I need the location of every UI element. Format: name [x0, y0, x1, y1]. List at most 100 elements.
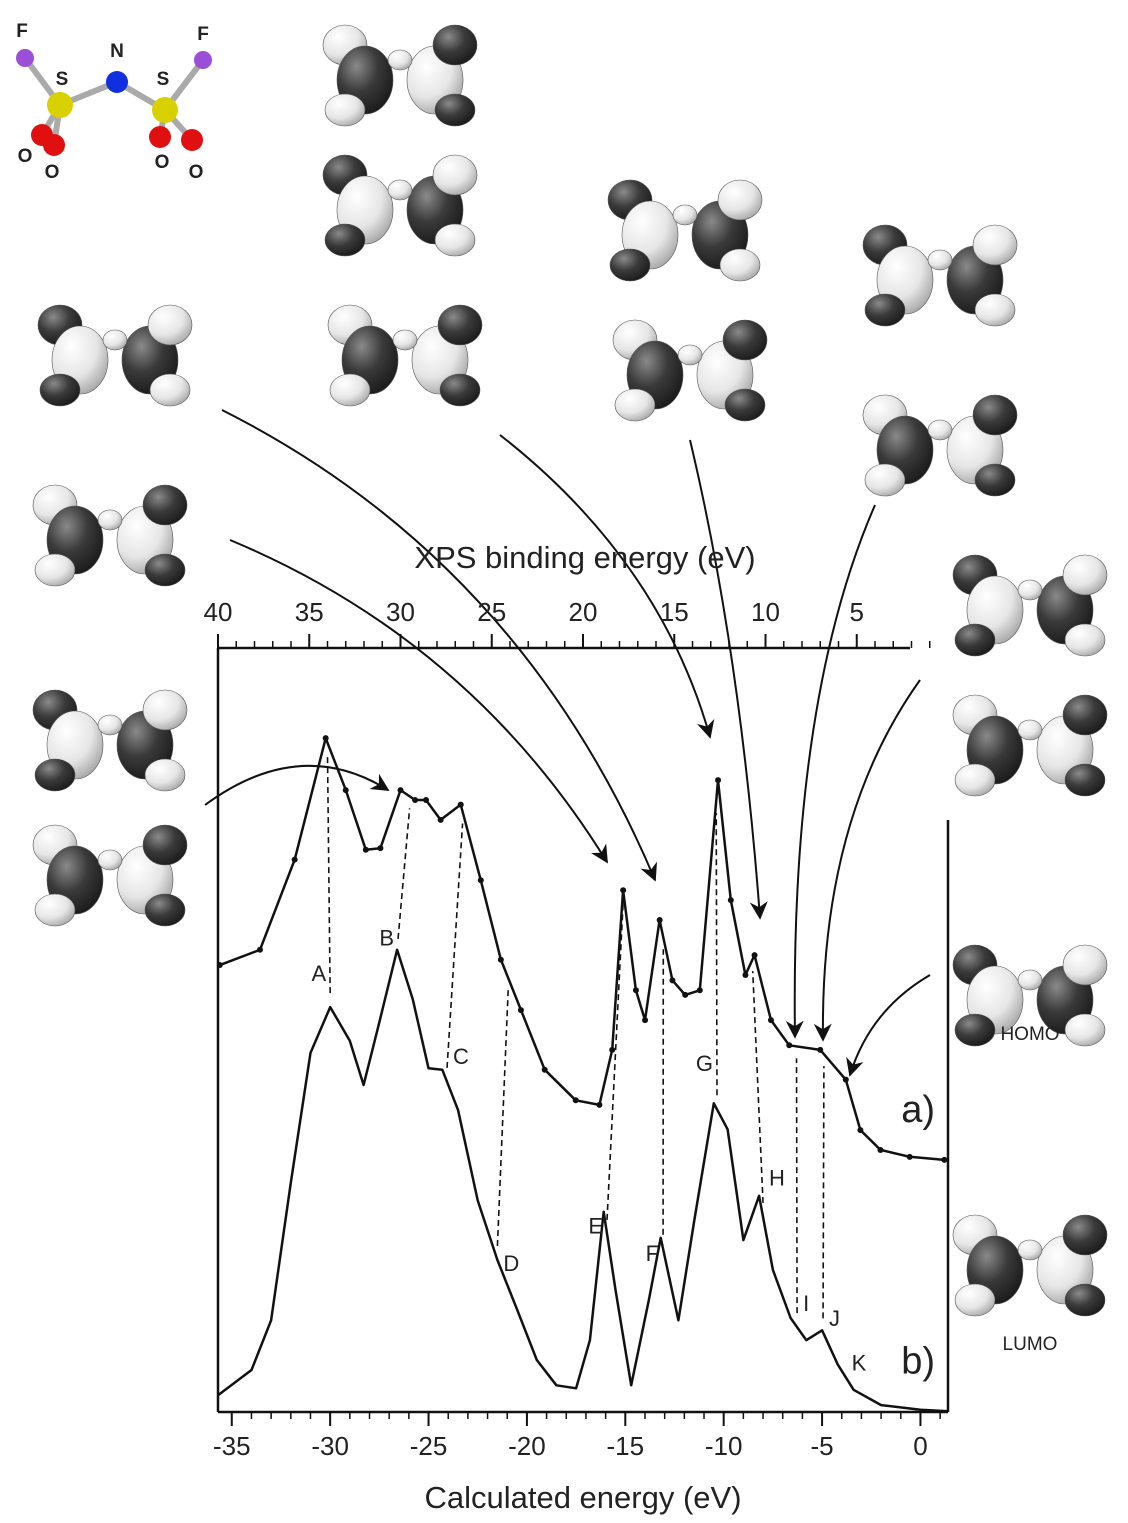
- data-point: [541, 1066, 548, 1073]
- orbital-lobe: [722, 319, 768, 361]
- x-tick-label: 0: [913, 1431, 927, 1461]
- data-point: [682, 991, 689, 998]
- data-point: [216, 962, 223, 969]
- x-tick-label: -15: [607, 1431, 645, 1461]
- orbital-lobe: [142, 824, 188, 866]
- arrow: [689, 439, 768, 920]
- data-point: [322, 735, 329, 742]
- data-point: [437, 816, 444, 823]
- data-point: [906, 1153, 913, 1160]
- orbital: [327, 304, 483, 407]
- data-point: [412, 797, 419, 804]
- orbital: [322, 24, 478, 127]
- data-point: [786, 1042, 793, 1049]
- peak-correlation: [496, 990, 509, 1246]
- atom-label: N: [110, 41, 124, 62]
- orbital-lobe: [1062, 554, 1108, 596]
- atom-label: O: [18, 146, 33, 167]
- orbital: [862, 394, 1018, 497]
- peak-correlation: [795, 1058, 798, 1314]
- x-tick-label: -30: [311, 1431, 349, 1461]
- orbital-lobe: [439, 373, 481, 407]
- peak-label: I: [803, 1291, 809, 1316]
- orbital: [952, 694, 1108, 797]
- x2-tick-label: 5: [850, 597, 864, 627]
- atom: [47, 92, 73, 118]
- x2-tick-label: 35: [295, 597, 324, 627]
- x2-tick-label: 25: [477, 597, 506, 627]
- peak-correlation: [822, 1066, 825, 1319]
- data-point: [457, 801, 464, 808]
- atom: [181, 129, 203, 151]
- x-axis-title: Calculated energy (eV): [424, 1480, 741, 1515]
- orbital-lobe: [34, 758, 76, 792]
- x2-tick-label: 20: [569, 597, 598, 627]
- orbital: [322, 154, 478, 257]
- peak-correlation: [751, 971, 764, 1203]
- orbital-lobe: [1017, 579, 1043, 601]
- orbital-lobe: [609, 248, 651, 282]
- series-line: [217, 948, 949, 1413]
- atom-label: F: [16, 21, 28, 42]
- data-point: [842, 1076, 849, 1083]
- orbital-lobe: [1064, 1283, 1106, 1317]
- atom-label: S: [56, 69, 69, 90]
- orbital: [607, 179, 763, 282]
- orbital-label: LUMO: [1003, 1334, 1058, 1355]
- orbital-lobe: [954, 763, 996, 797]
- orbital: [32, 689, 188, 792]
- orbital-lobe: [1017, 969, 1043, 991]
- atom: [43, 134, 65, 156]
- orbital-lobe: [144, 758, 186, 792]
- data-point: [751, 952, 758, 959]
- data-point: [857, 1127, 864, 1134]
- orbital-lobe: [864, 463, 906, 497]
- data-point: [423, 797, 430, 804]
- x2-tick-label: 10: [751, 597, 780, 627]
- arrow: [785, 504, 876, 1039]
- orbital-lobe: [34, 553, 76, 587]
- peak-label: G: [696, 1051, 713, 1076]
- orbital-lobe: [149, 373, 191, 407]
- orbital-lobe: [1064, 763, 1106, 797]
- data-point: [715, 777, 722, 784]
- x-tick-label: -20: [508, 1431, 546, 1461]
- data-point: [727, 897, 734, 904]
- peak-label: C: [453, 1044, 469, 1069]
- orbital: [32, 824, 188, 927]
- orbital-lobe: [954, 623, 996, 657]
- data-point: [362, 846, 369, 853]
- orbital-lobe: [392, 329, 418, 351]
- orbital-label: HOMO: [1000, 1024, 1059, 1045]
- atom: [149, 126, 171, 148]
- data-point: [256, 946, 263, 953]
- orbital: [32, 484, 188, 587]
- data-point: [669, 977, 676, 984]
- data-point: [517, 1007, 524, 1014]
- orbital-lobe: [147, 304, 193, 346]
- orbital-lobe: [927, 419, 953, 441]
- x2-axis-title: XPS binding energy (eV): [414, 540, 755, 575]
- orbital-lobe: [144, 553, 186, 587]
- orbital-lobe: [717, 179, 763, 221]
- arrows: [204, 409, 931, 1077]
- data-point: [342, 787, 349, 794]
- peak-label: K: [852, 1350, 867, 1375]
- orbital-lobe: [324, 93, 366, 127]
- peak-correlation: [606, 902, 624, 1220]
- data-point: [656, 916, 663, 923]
- orbital-lobe: [97, 849, 123, 871]
- orbital-lobe: [34, 893, 76, 927]
- peak-correlation: [326, 754, 331, 994]
- orbital-illustrations: [32, 24, 1108, 1317]
- arrow: [813, 679, 921, 1042]
- orbital-lobe: [387, 49, 413, 71]
- orbital-lobe: [1062, 1214, 1108, 1256]
- orbital-lobe: [329, 373, 371, 407]
- data-point: [377, 845, 384, 852]
- orbital-lobe: [972, 394, 1018, 436]
- orbital: [952, 1214, 1108, 1317]
- orbital-lobe: [677, 344, 703, 366]
- orbital-lobe: [1064, 1013, 1106, 1047]
- orbital-lobe: [864, 293, 906, 327]
